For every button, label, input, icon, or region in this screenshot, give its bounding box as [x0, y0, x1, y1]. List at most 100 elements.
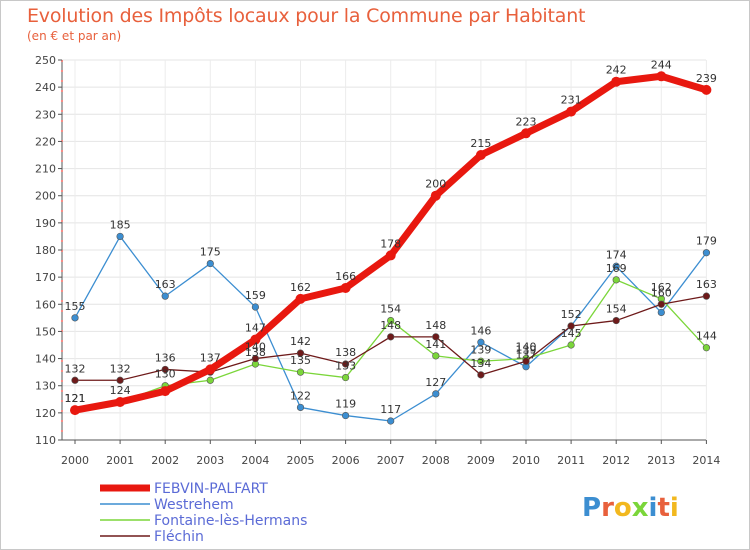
y-tick-label: 210: [35, 163, 56, 176]
data-label: 121: [65, 392, 86, 405]
data-point: [477, 371, 485, 379]
data-point: [205, 364, 216, 375]
x-tick-label: 2001: [106, 454, 134, 467]
x-tick-label: 2000: [61, 454, 89, 467]
data-label: 134: [470, 357, 491, 370]
y-tick-label: 180: [35, 244, 56, 257]
data-label: 160: [651, 286, 672, 299]
data-label: 122: [290, 389, 311, 402]
x-tick-label: 2003: [196, 454, 224, 467]
data-point: [296, 368, 305, 376]
x-tick-label: 2013: [647, 454, 675, 467]
data-point: [567, 322, 575, 330]
data-point: [430, 190, 441, 201]
y-tick-label: 150: [35, 325, 56, 338]
data-point: [477, 357, 485, 365]
data-label: 244: [651, 58, 672, 71]
data-label: 130: [155, 368, 176, 381]
data-point: [340, 283, 351, 293]
data-point: [206, 376, 214, 384]
data-label: 148: [425, 319, 446, 332]
data-label: 174: [606, 248, 627, 261]
y-tick-label: 220: [35, 135, 56, 148]
data-point: [432, 333, 440, 341]
data-point: [567, 341, 575, 349]
y-tick-label: 200: [35, 190, 56, 203]
data-point: [611, 76, 622, 87]
data-point: [251, 303, 259, 311]
data-label: 145: [561, 327, 582, 340]
data-point: [206, 259, 214, 268]
data-point: [115, 397, 126, 407]
data-point: [657, 308, 665, 317]
data-point: [250, 334, 261, 345]
data-point: [432, 352, 440, 360]
data-label: 163: [155, 278, 176, 291]
data-point: [522, 357, 530, 365]
legend-label: Fontaine-lès-Hermans: [154, 513, 307, 529]
data-point: [612, 316, 620, 325]
data-label: 200: [425, 178, 446, 191]
data-point: [342, 411, 350, 420]
data-label: 140: [516, 341, 537, 354]
data-point: [612, 276, 620, 284]
data-point: [251, 354, 259, 363]
data-label: 135: [290, 354, 311, 367]
data-label: 138: [245, 346, 266, 359]
data-point: [387, 417, 395, 425]
x-tick-label: 2002: [151, 454, 179, 467]
data-label: 146: [470, 324, 491, 337]
data-label: 154: [606, 303, 627, 316]
x-tick-label: 2010: [512, 454, 540, 467]
data-point: [296, 403, 305, 412]
data-label: 179: [696, 235, 717, 248]
data-point: [295, 293, 306, 304]
data-point: [566, 106, 577, 117]
data-point: [342, 360, 350, 368]
data-label: 132: [65, 362, 86, 375]
proxiti-logo: Proxiti: [582, 493, 679, 523]
legend-label: Fléchin: [154, 529, 204, 545]
data-point: [71, 376, 79, 384]
legend-label: Westrehem: [154, 497, 234, 513]
data-point: [296, 349, 305, 357]
data-label: 152: [561, 308, 582, 321]
data-label: 166: [335, 270, 356, 283]
data-label: 159: [245, 289, 266, 302]
data-label: 148: [380, 319, 401, 332]
y-tick-label: 170: [35, 271, 56, 284]
data-label: 163: [696, 278, 717, 291]
data-point: [116, 232, 124, 241]
data-point: [702, 344, 711, 352]
x-tick-label: 2007: [377, 454, 405, 467]
data-label: 178: [380, 237, 401, 250]
data-label: 223: [516, 115, 537, 128]
data-label: 127: [425, 376, 446, 389]
data-label: 185: [110, 218, 131, 231]
data-point: [70, 405, 80, 416]
x-tick-label: 2004: [241, 454, 269, 467]
data-label: 139: [470, 343, 491, 356]
data-point: [342, 373, 350, 382]
x-tick-label: 2006: [332, 454, 360, 467]
data-label: 144: [696, 330, 717, 343]
data-label: 119: [335, 398, 356, 411]
data-point: [477, 338, 485, 346]
data-point: [71, 314, 79, 322]
data-label: 142: [290, 335, 311, 348]
x-tick-label: 2005: [287, 454, 315, 467]
data-point: [432, 390, 440, 398]
legend-label: FEBVIN-PALFART: [154, 481, 268, 497]
data-label: 136: [155, 351, 176, 364]
data-point: [612, 262, 620, 270]
data-label: 137: [200, 351, 221, 364]
y-tick-label: 230: [35, 108, 56, 121]
data-label: 141: [425, 338, 446, 351]
y-tick-label: 250: [35, 54, 56, 67]
y-tick-label: 140: [35, 353, 56, 366]
data-point: [702, 292, 711, 300]
data-label: 132: [110, 362, 131, 375]
x-tick-label: 2008: [422, 454, 450, 467]
data-point: [475, 150, 486, 160]
